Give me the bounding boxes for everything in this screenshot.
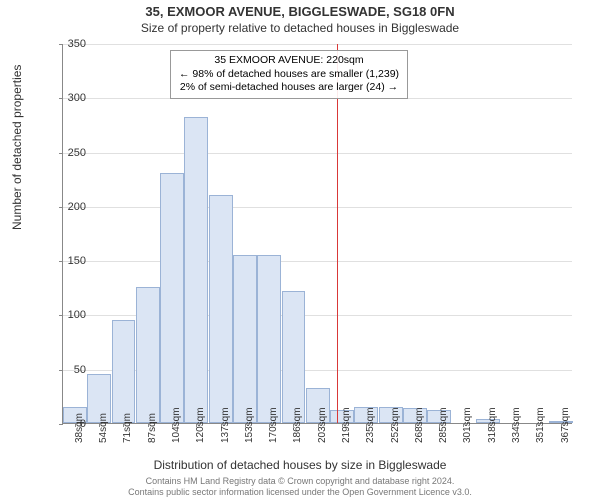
xtick-label: 268sqm [414,407,425,443]
ytick-mark [59,153,63,154]
histogram-bar [257,255,281,423]
xtick-label: 186sqm [292,407,303,443]
xtick-label: 219sqm [341,407,352,443]
ytick-mark [59,424,63,425]
ytick-label: 150 [68,255,86,267]
histogram-bar [112,320,136,423]
ytick-label: 200 [68,201,86,213]
chart-title-sub: Size of property relative to detached ho… [0,19,600,35]
footer-line2: Contains public sector information licen… [0,487,600,498]
gridline [63,207,572,208]
xtick-label: 87sqm [147,413,158,443]
ytick-mark [59,370,63,371]
xtick-label: 252sqm [390,407,401,443]
histogram-bar [282,291,306,423]
reference-line [337,44,338,423]
histogram-bar [160,173,184,423]
chart-plot-area: 38sqm54sqm71sqm87sqm104sqm120sqm137sqm15… [62,44,572,424]
histogram-bar [233,255,257,423]
y-axis-label: Number of detached properties [10,65,24,230]
xtick-label: 285sqm [438,407,449,443]
histogram-bar [184,117,208,423]
xtick-label: 235sqm [365,407,376,443]
annotation-line2: ← 98% of detached houses are smaller (1,… [179,68,399,82]
xtick-label: 54sqm [98,413,109,443]
footer-line1: Contains HM Land Registry data © Crown c… [0,476,600,487]
xtick-label: 334sqm [511,407,522,443]
footer-attribution: Contains HM Land Registry data © Crown c… [0,476,600,498]
ytick-label: 300 [68,92,86,104]
histogram-bar [136,287,160,423]
ytick-mark [59,44,63,45]
annotation-box: 35 EXMOOR AVENUE: 220sqm ← 98% of detach… [170,50,408,99]
ytick-mark [59,98,63,99]
xtick-label: 170sqm [268,407,279,443]
xtick-label: 137sqm [220,407,231,443]
xtick-label: 153sqm [244,407,255,443]
gridline [63,261,572,262]
ytick-label: 250 [68,147,86,159]
xtick-label: 203sqm [317,407,328,443]
histogram-bar [209,195,233,423]
xtick-label: 71sqm [122,413,133,443]
ytick-label: 0 [80,418,86,430]
xtick-label: 367sqm [560,407,571,443]
annotation-line3: 2% of semi-detached houses are larger (2… [179,81,399,95]
xtick-label: 351sqm [535,407,546,443]
ytick-label: 100 [68,309,86,321]
ytick-mark [59,315,63,316]
ytick-mark [59,261,63,262]
annotation-line1: 35 EXMOOR AVENUE: 220sqm [179,54,399,68]
xtick-label: 120sqm [195,407,206,443]
ytick-label: 50 [74,364,86,376]
ytick-label: 350 [68,38,86,50]
gridline [63,153,572,154]
xtick-label: 104sqm [171,407,182,443]
xtick-label: 301sqm [462,407,473,443]
gridline [63,44,572,45]
xtick-label: 318sqm [487,407,498,443]
chart-title-main: 35, EXMOOR AVENUE, BIGGLESWADE, SG18 0FN [0,0,600,19]
ytick-mark [59,207,63,208]
x-axis-label: Distribution of detached houses by size … [0,458,600,472]
